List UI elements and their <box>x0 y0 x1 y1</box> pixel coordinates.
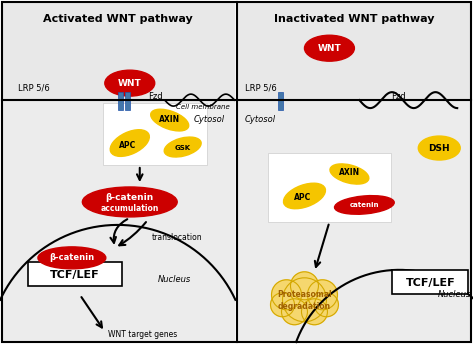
FancyBboxPatch shape <box>2 2 235 100</box>
Text: APC: APC <box>119 141 137 150</box>
Text: catenin: catenin <box>350 202 379 208</box>
Ellipse shape <box>164 137 201 157</box>
Ellipse shape <box>335 196 394 214</box>
Text: GSK: GSK <box>174 145 191 151</box>
Ellipse shape <box>105 70 155 96</box>
FancyBboxPatch shape <box>237 2 471 100</box>
Text: TCF/LEF: TCF/LEF <box>405 278 455 288</box>
Text: LRP 5/6: LRP 5/6 <box>18 84 50 93</box>
Text: degradation: degradation <box>278 302 331 311</box>
Text: β-catenin: β-catenin <box>49 253 94 262</box>
Text: translocation: translocation <box>152 233 202 243</box>
Ellipse shape <box>38 247 106 269</box>
Text: AXIN: AXIN <box>339 169 360 178</box>
Circle shape <box>283 278 327 322</box>
Text: Fzd: Fzd <box>148 92 163 101</box>
FancyBboxPatch shape <box>267 153 392 222</box>
Circle shape <box>301 299 328 325</box>
FancyBboxPatch shape <box>103 103 207 165</box>
Ellipse shape <box>82 187 177 217</box>
Text: TCF/LEF: TCF/LEF <box>50 270 100 280</box>
FancyBboxPatch shape <box>125 92 130 110</box>
Text: Cell membrane: Cell membrane <box>176 104 229 110</box>
FancyBboxPatch shape <box>237 100 471 342</box>
Ellipse shape <box>151 109 189 131</box>
Text: Activated WNT pathway: Activated WNT pathway <box>43 14 192 24</box>
Text: Cytosol: Cytosol <box>245 115 276 124</box>
Ellipse shape <box>330 164 369 184</box>
Text: Inactivated WNT pathway: Inactivated WNT pathway <box>274 14 435 24</box>
Text: Cytosol: Cytosol <box>193 115 225 124</box>
Text: β-catenin: β-catenin <box>106 193 154 203</box>
Ellipse shape <box>110 130 149 157</box>
Circle shape <box>291 272 319 300</box>
Circle shape <box>272 280 301 310</box>
Text: WNT target genes: WNT target genes <box>108 330 177 339</box>
Text: WNT: WNT <box>118 79 142 88</box>
Text: APC: APC <box>294 193 311 203</box>
Text: WNT: WNT <box>318 44 341 53</box>
Text: Nucleus: Nucleus <box>158 275 191 284</box>
FancyBboxPatch shape <box>2 100 235 342</box>
Circle shape <box>314 293 338 317</box>
Circle shape <box>308 280 337 310</box>
Ellipse shape <box>418 136 460 160</box>
Text: AXIN: AXIN <box>159 115 180 123</box>
Ellipse shape <box>283 183 326 209</box>
Text: DSH: DSH <box>428 143 450 152</box>
FancyBboxPatch shape <box>28 262 122 286</box>
Text: accumulation: accumulation <box>100 204 159 213</box>
Text: LRP 5/6: LRP 5/6 <box>245 84 276 93</box>
FancyBboxPatch shape <box>277 92 283 110</box>
Text: Fzd: Fzd <box>392 92 406 101</box>
Circle shape <box>271 293 294 317</box>
Text: Proteasomal: Proteasomal <box>277 290 332 299</box>
FancyBboxPatch shape <box>392 270 468 294</box>
FancyBboxPatch shape <box>118 92 123 110</box>
Text: Nucleus: Nucleus <box>438 290 471 299</box>
Ellipse shape <box>304 35 355 61</box>
Circle shape <box>282 299 308 325</box>
